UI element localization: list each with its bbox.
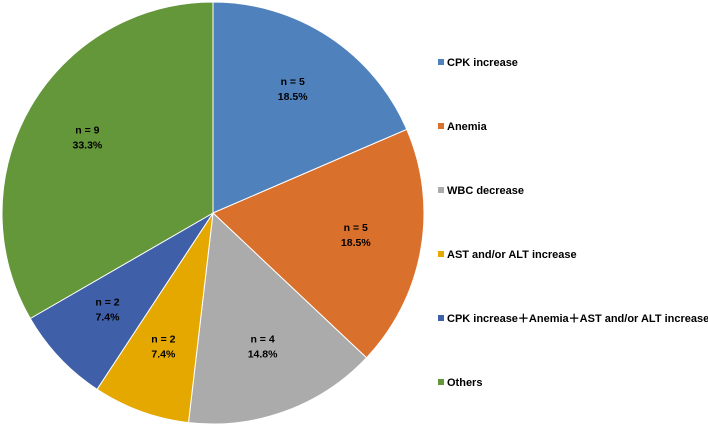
legend-item-5: Others xyxy=(438,377,482,389)
slice-count-label: n = 5 xyxy=(344,222,368,234)
legend-item-3: AST and/or ALT increase xyxy=(438,249,577,261)
legend-item-0: CPK increase xyxy=(438,57,518,69)
slice-label-2: n = 4 14.8% xyxy=(248,333,278,360)
pie-slice-4 xyxy=(29,212,214,390)
slice-label-4: n = 2 7.4% xyxy=(95,297,120,324)
legend-label: Others xyxy=(447,377,482,389)
slice-label-3: n = 2 7.4% xyxy=(151,333,176,360)
pie-slice-0 xyxy=(212,1,408,214)
legend: CPK increase Anemia WBC decrease AST and/or… xyxy=(438,57,708,389)
legend-swatch xyxy=(438,315,444,321)
pie-slice-3 xyxy=(96,212,214,424)
legend-swatch xyxy=(438,251,444,257)
slice-count-label: n = 5 xyxy=(281,76,305,88)
slice-count-label: n = 2 xyxy=(151,333,175,345)
slice-percent-label: 14.8% xyxy=(248,348,278,360)
slice-count-label: n = 4 xyxy=(250,333,274,345)
pie-slice-labels: n = 5 18.5%n = 5 18.5%n = 4 14.8%n = 2 7.4%n… xyxy=(73,76,372,360)
legend-item-2: WBC decrease xyxy=(438,185,524,197)
legend-swatch xyxy=(438,123,444,129)
legend-label: AST and/or ALT increase xyxy=(447,249,577,261)
pie-slice-2 xyxy=(187,211,368,425)
slice-count-label: n = 2 xyxy=(95,297,119,309)
legend-swatch xyxy=(438,379,444,385)
pie-slice-5 xyxy=(1,1,214,320)
legend-swatch xyxy=(438,187,444,193)
slice-percent-label: 18.5% xyxy=(278,91,308,103)
pie-slice-1 xyxy=(212,128,425,359)
slice-label-1: n = 5 18.5% xyxy=(341,222,371,249)
legend-label: WBC decrease xyxy=(447,185,524,197)
slice-label-5: n = 9 33.3% xyxy=(73,125,103,152)
slice-percent-label: 33.3% xyxy=(73,140,103,152)
legend-label: CPK increase xyxy=(447,57,518,69)
legend-item-4: CPK increase＋Anemia＋AST and/or ALT incre… xyxy=(438,313,708,325)
slice-label-0: n = 5 18.5% xyxy=(278,76,308,103)
legend-label: CPK increase＋Anemia＋AST and/or ALT incre… xyxy=(447,313,708,325)
slice-percent-label: 7.4% xyxy=(151,348,176,360)
slice-percent-label: 7.4% xyxy=(96,312,121,324)
pie-slices xyxy=(1,1,425,425)
legend-swatch xyxy=(438,59,444,65)
slice-count-label: n = 9 xyxy=(75,125,99,137)
slice-percent-label: 18.5% xyxy=(341,237,371,249)
legend-label: Anemia xyxy=(447,121,488,133)
legend-item-1: Anemia xyxy=(438,121,488,133)
